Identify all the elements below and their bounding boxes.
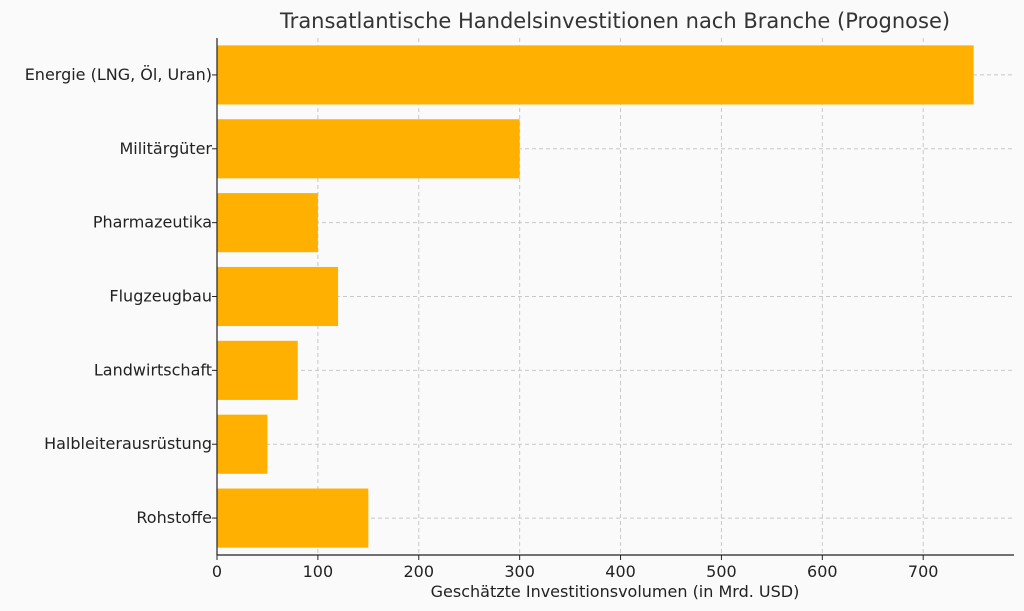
x-tick-label: 200 [403, 562, 434, 581]
x-tick-label: 500 [706, 562, 737, 581]
y-tick-label: Landwirtschaft [94, 360, 212, 379]
x-tick-label: 400 [605, 562, 636, 581]
y-tick-label: Pharmazeutika [93, 213, 212, 232]
y-tick-label: Flugzeugbau [109, 287, 212, 306]
axes [212, 38, 1014, 560]
x-tick-label: 600 [807, 562, 838, 581]
x-tick-label: 300 [504, 562, 535, 581]
bar [217, 266, 339, 327]
x-tick-label: 100 [303, 562, 334, 581]
bar [217, 45, 974, 105]
y-tick-label: Rohstoffe [136, 508, 212, 527]
bar [217, 193, 318, 253]
chart-title: Transatlantische Handelsinvestitionen na… [279, 9, 950, 33]
y-tick-label: Energie (LNG, Öl, Uran) [25, 65, 212, 84]
x-tick-label: 700 [908, 562, 939, 581]
x-axis-label: Geschätzte Investitionsvolumen (in Mrd. … [431, 582, 800, 601]
x-tick-label: 0 [212, 562, 222, 581]
x-tick-labels: 0 100 200 300 400 500 600 700 [212, 562, 939, 581]
y-tick-labels: Energie (LNG, Öl, Uran) Militärgüter Pharm… [25, 65, 213, 527]
y-tick-label: Halbleiterausrüstung [44, 434, 212, 453]
bar [217, 340, 298, 400]
bar [217, 488, 369, 548]
bar [217, 414, 268, 474]
bar [217, 119, 520, 179]
bars [217, 45, 974, 548]
y-tick-label: Militärgüter [119, 139, 212, 158]
